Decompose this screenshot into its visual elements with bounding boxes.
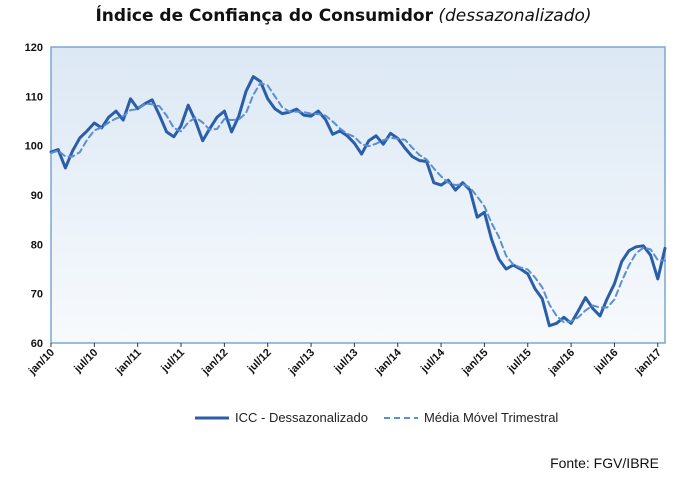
x-tick-label: jan/17 xyxy=(633,347,664,378)
y-tick-label: 80 xyxy=(31,239,43,251)
x-tick-label: jan/13 xyxy=(286,347,317,378)
legend-item-icc: ICC - Dessazonalizado xyxy=(195,410,368,425)
plot-area xyxy=(50,46,666,344)
legend-item-mm: Média Móvel Trimestral xyxy=(383,410,559,425)
legend-swatch-solid xyxy=(195,416,229,419)
legend-label-mm: Média Móvel Trimestral xyxy=(423,410,559,425)
legend-label-icc: ICC - Dessazonalizado xyxy=(235,410,368,425)
chart-title-sub: (dessazonalizado) xyxy=(438,6,592,26)
chart-title-main: Índice de Confiança do Consumidor xyxy=(95,6,433,26)
x-tick-label: jan/11 xyxy=(113,347,144,378)
x-tick-label: jan/16 xyxy=(546,347,577,378)
series-line-mm xyxy=(50,82,666,324)
line-chart: 60 70 80 90 100 110 120 jan/10 jul/10 jan/11 jul/1… xyxy=(25,42,667,378)
y-tick-label: 70 xyxy=(31,289,43,301)
legend: ICC - Dessazonalizado Média Móvel Trimes… xyxy=(195,410,574,425)
y-tick-label: 90 xyxy=(31,190,43,202)
x-tick-label: jul/16 xyxy=(591,347,620,376)
y-tick-label: 100 xyxy=(25,141,43,153)
x-tick-label: jul/13 xyxy=(331,347,360,376)
x-tick-label: jul/10 xyxy=(71,347,100,376)
chart-title: Índice de Confiança do Consumidor (dessa… xyxy=(0,6,687,26)
series-line-icc xyxy=(49,75,667,328)
x-tick-label: jan/10 xyxy=(26,347,57,378)
x-tick-label: jan/12 xyxy=(199,347,230,378)
x-tick-label: jan/15 xyxy=(459,347,490,378)
x-tick-label: jan/14 xyxy=(373,346,405,378)
x-tick-label: jul/11 xyxy=(158,347,187,376)
y-tick-label: 110 xyxy=(25,91,43,103)
source-note: Fonte: FGV/IBRE xyxy=(550,455,659,471)
y-tick-label: 120 xyxy=(25,42,43,54)
x-tick-label: jul/15 xyxy=(505,347,534,376)
y-tick-label: 60 xyxy=(31,338,43,350)
x-tick-label: jul/14 xyxy=(418,346,448,376)
x-tick-label: jul/12 xyxy=(245,347,274,376)
legend-swatch-dashed xyxy=(383,416,418,419)
